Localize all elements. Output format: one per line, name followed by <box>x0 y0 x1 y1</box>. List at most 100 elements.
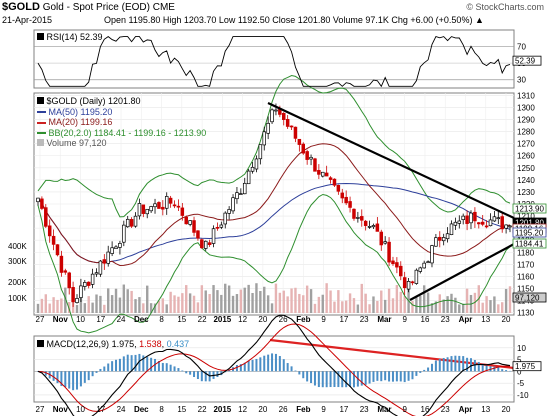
candle-body <box>289 125 294 128</box>
x-axis-label: 8 <box>159 405 164 414</box>
volume-bar <box>446 296 449 313</box>
volume-bar <box>64 287 67 313</box>
volume-bar <box>243 287 246 313</box>
price-tag-box <box>512 203 547 214</box>
candle-body <box>500 216 504 230</box>
volume-bar <box>122 284 126 313</box>
volume-bar <box>259 291 262 313</box>
volume-bar <box>212 285 215 313</box>
macd-histogram-bar <box>423 369 426 372</box>
candle-body <box>274 109 278 112</box>
candle-body <box>161 206 165 210</box>
price-tick-label: 1230 <box>517 188 535 197</box>
macd-histogram-bar <box>247 360 250 372</box>
price-tick-label: 1240 <box>517 176 535 185</box>
macd-histogram-bar <box>298 371 301 375</box>
candle-body <box>406 281 411 290</box>
candle-body <box>122 224 126 243</box>
x-axis-label: 27 <box>36 315 45 324</box>
candle-body <box>223 212 227 225</box>
candle-body <box>508 225 512 228</box>
volume-bar <box>208 294 211 313</box>
volume-bar <box>231 295 235 313</box>
volume-bar <box>395 285 399 313</box>
candle-body <box>250 166 255 172</box>
volume-bar <box>185 285 188 313</box>
macd-legend-name: MACD(12,26,9) <box>46 339 110 349</box>
candle-body <box>430 245 434 264</box>
price-tick-label: 1310 <box>517 91 535 100</box>
macd-histogram-bar <box>364 371 367 385</box>
candle-body <box>47 225 52 237</box>
volume-bar <box>130 290 133 313</box>
price-tick-label: 1170 <box>517 260 535 269</box>
volume-bar <box>110 295 114 313</box>
macd-histogram-bar <box>501 369 504 372</box>
macd-histogram-bar <box>454 355 457 372</box>
macd-histogram-bar <box>497 367 500 372</box>
x-axis-label: 16 <box>421 405 430 414</box>
candle-body <box>172 204 177 207</box>
volume-bar <box>380 290 383 313</box>
macd-histogram-bar <box>403 371 406 383</box>
candle-body <box>266 122 270 134</box>
macd-histogram-bar <box>154 358 157 372</box>
price-tick-label: 1210 <box>517 212 535 221</box>
volume-tick-label: 300K <box>8 257 27 266</box>
candle-body <box>258 144 263 160</box>
macd-current-box <box>512 361 542 372</box>
macd-histogram-bar <box>228 369 231 372</box>
price-tag-box <box>512 227 547 238</box>
x-axis-label: Apr <box>459 405 473 414</box>
macd-histogram-bar <box>173 366 176 372</box>
macd-histogram-bar <box>427 367 430 372</box>
candle-body <box>324 172 329 177</box>
candle-body <box>321 171 325 177</box>
rsi-legend: RSI(14) 52.39 <box>37 32 103 43</box>
candle-body <box>110 247 114 254</box>
macd-histogram-bar <box>352 371 355 388</box>
macd-histogram-bar <box>56 371 59 384</box>
x-axis-label: 17 <box>339 315 348 324</box>
candle-body <box>340 192 345 199</box>
x-axis-label: Dec <box>134 405 149 414</box>
volume-bar <box>107 288 110 313</box>
candle-body <box>79 285 83 298</box>
candle-body <box>231 197 235 212</box>
candle-body <box>94 272 99 275</box>
rsi-line <box>37 36 511 88</box>
macd-panel <box>33 335 515 403</box>
candle-body <box>309 156 313 160</box>
macd-histogram-bar <box>169 364 172 372</box>
candle-body <box>188 220 192 225</box>
x-axis-label: Feb <box>296 315 310 324</box>
volume-bar <box>376 300 379 313</box>
volume-bar <box>508 286 512 313</box>
x-axis-label: Nov <box>53 315 69 324</box>
macd-histogram-bar <box>310 371 313 384</box>
macd-histogram-bar <box>134 354 137 372</box>
volume-bar <box>493 296 496 313</box>
volume-tick-label: 400K <box>8 242 27 251</box>
price-tag-label: 97,120 <box>515 294 540 303</box>
candle-body <box>129 219 134 227</box>
macd-histogram-bar <box>115 359 118 372</box>
candle-body <box>461 215 465 220</box>
volume-bar <box>403 296 406 313</box>
price-tick-label: 1150 <box>517 284 535 293</box>
x-axis-label: 9 <box>402 405 407 414</box>
candle-body <box>254 158 259 170</box>
candle-body <box>410 281 415 284</box>
macd-histogram-bar <box>485 365 488 372</box>
x-axis-label: 12 <box>238 405 247 414</box>
quote-line: Open 1195.80 High 1203.70 Low 1192.50 Cl… <box>104 15 484 25</box>
candle-body <box>445 233 450 240</box>
x-axis-label: 10 <box>76 405 85 414</box>
macd-histogram-bar <box>395 371 398 382</box>
x-axis-label: 2015 <box>213 315 231 324</box>
macd-histogram-bar <box>130 355 133 372</box>
volume-bar <box>465 288 469 313</box>
candle-body <box>51 235 56 245</box>
volume-bar <box>364 293 367 313</box>
candle-body <box>360 216 364 221</box>
